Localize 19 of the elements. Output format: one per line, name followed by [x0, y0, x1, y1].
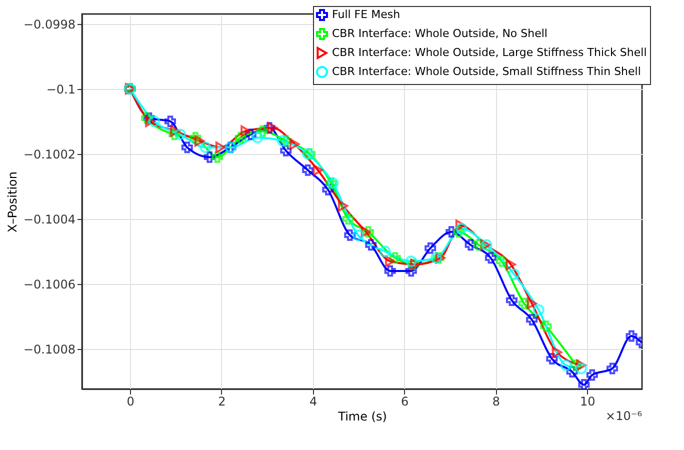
- x-tick-label: 8: [492, 394, 500, 408]
- x-axis-title: Time (s): [337, 410, 387, 424]
- legend-label: CBR Interface: Whole Outside, Small Stiffness Thin Shell: [332, 65, 641, 78]
- y-tick-label: −0.0998: [23, 17, 76, 32]
- text: ×10⁻⁶: [606, 409, 642, 423]
- x-tick-label: 6: [400, 394, 409, 408]
- legend-label: CBR Interface: Whole Outside, Large Stiffness Thick Shell: [332, 46, 647, 59]
- legend-label: Full FE Mesh: [332, 8, 400, 21]
- y-tick-label: −0.1008: [23, 342, 76, 356]
- x-tick-label: 2: [218, 394, 226, 408]
- x-tick-label: 4: [310, 394, 318, 408]
- y-tick-label: −0.1: [46, 82, 76, 96]
- y-tick-label: −0.1002: [23, 147, 76, 162]
- y-axis-title: X–Position: [5, 172, 20, 232]
- y-tick-label: −0.1006: [23, 277, 76, 292]
- legend-label: CBR Interface: Whole Outside, No Shell: [332, 27, 548, 40]
- x-tick-label: 10: [580, 394, 596, 408]
- x-tick-label: 0: [126, 394, 134, 408]
- y-tick-label: −0.1004: [23, 212, 76, 226]
